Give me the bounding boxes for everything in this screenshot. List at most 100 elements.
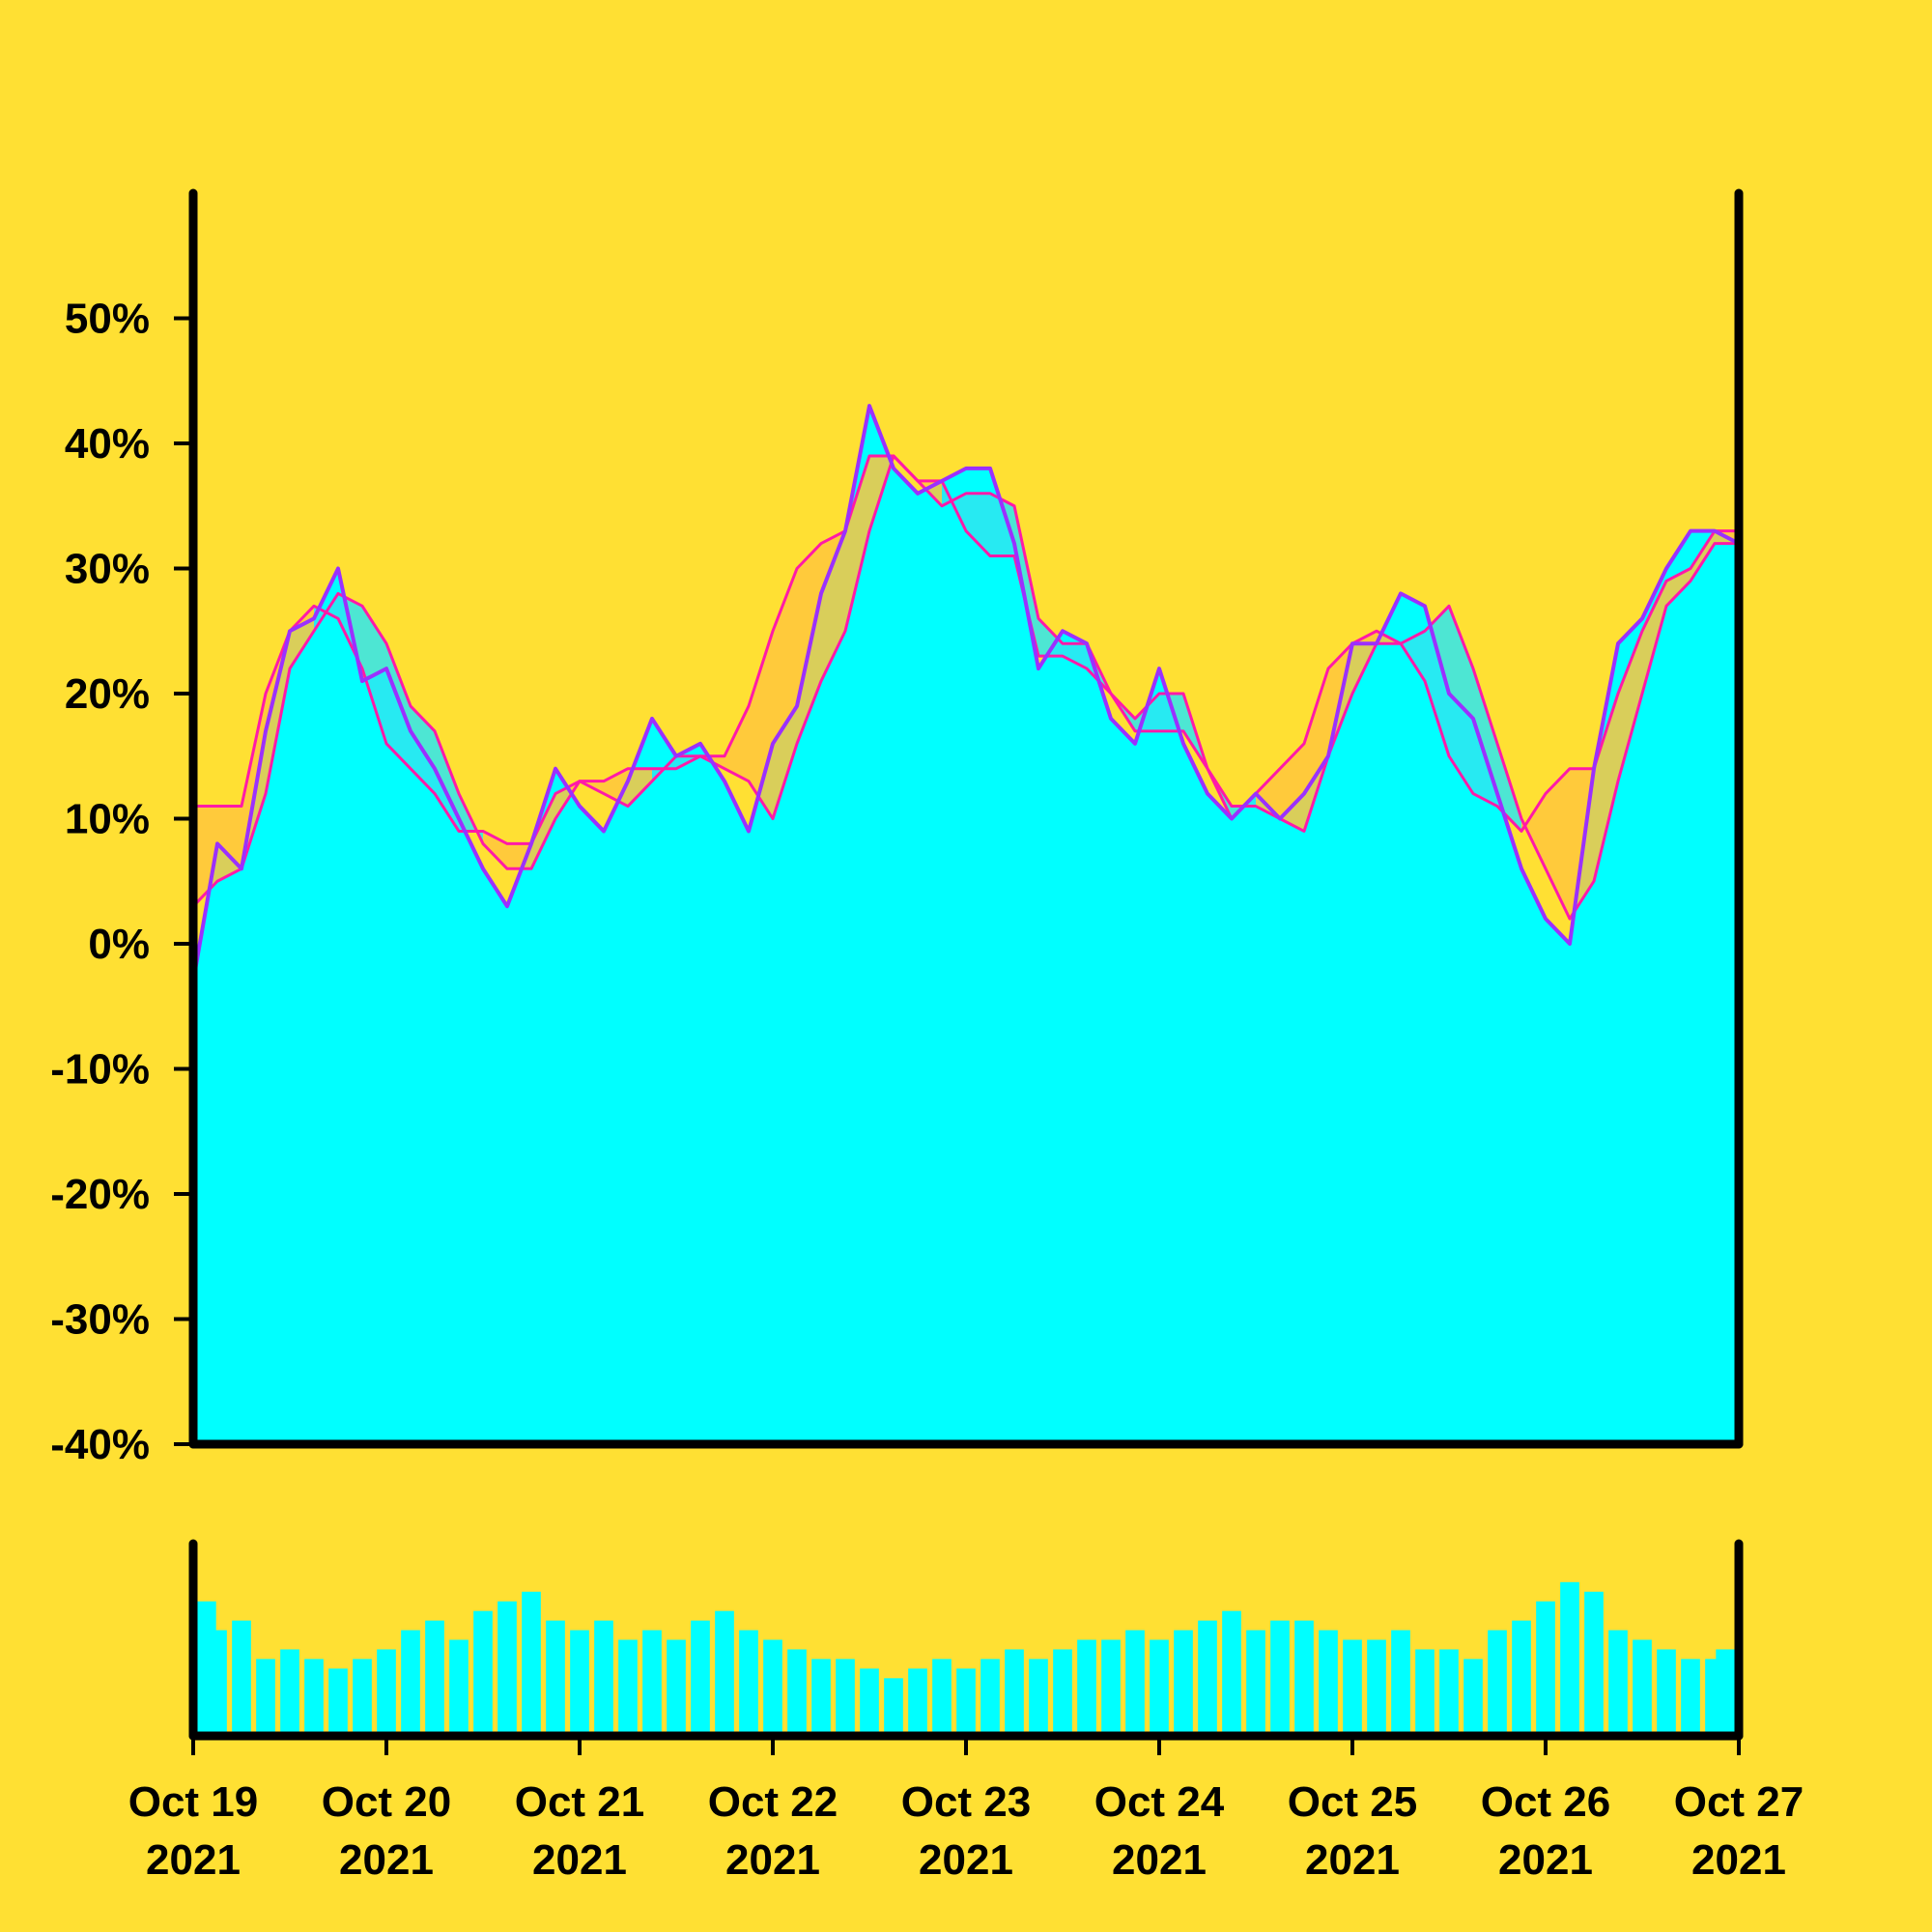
volume-bar [860, 1668, 879, 1736]
volume-bar [787, 1649, 807, 1736]
volume-bar [1101, 1639, 1121, 1736]
band-fill [1521, 793, 1546, 869]
volume-bar [522, 1591, 541, 1736]
price-line [191, 404, 1740, 982]
average-line [191, 454, 1739, 921]
x-tick-label-line: 2021 [339, 1836, 434, 1884]
y-tick-label: 30% [65, 546, 150, 593]
volume-bar [667, 1639, 686, 1736]
x-tick-label: Oct 20 2021 [322, 1778, 452, 1884]
band-fill [1618, 631, 1642, 781]
y-tick-label: 20% [65, 670, 150, 718]
y-tick-label: 0% [88, 921, 150, 968]
band-fill [483, 831, 507, 869]
x-tick-label: Oct 21 2021 [515, 1778, 645, 1884]
volume-bar [377, 1649, 396, 1736]
band-fill [1546, 768, 1570, 920]
band-fill [531, 793, 555, 869]
x-tick-label-line: Oct 21 [515, 1778, 645, 1826]
x-tick-label-line: Oct 23 [901, 1778, 1032, 1826]
y-tick-label: -20% [50, 1171, 150, 1218]
band-fill [990, 493, 1014, 556]
volume-bar [1343, 1639, 1362, 1736]
x-tick-label: Oct 24 2021 [1094, 1778, 1225, 1884]
volume-bar [1053, 1649, 1072, 1736]
x-tick-label: Oct 25 2021 [1288, 1778, 1418, 1884]
volume-bar [618, 1639, 638, 1736]
volume-bar [1077, 1639, 1096, 1736]
volume-bar [1716, 1649, 1735, 1736]
band-fill [1304, 668, 1328, 832]
x-tick-label: Oct 27 2021 [1674, 1778, 1804, 1884]
volume-bar [1319, 1630, 1338, 1736]
band-fill [1014, 505, 1038, 657]
x-tick-label-line: Oct 24 [1094, 1778, 1225, 1826]
x-tick-label-line: 2021 [725, 1836, 820, 1884]
volume-bar [1536, 1601, 1555, 1736]
x-tick-label-line: Oct 20 [322, 1778, 452, 1826]
band-fill [1425, 606, 1449, 756]
x-tick-label: Oct 19 2021 [128, 1778, 259, 1884]
volume-bar [980, 1659, 1000, 1736]
band-fill [1038, 618, 1063, 657]
volume-bar [715, 1610, 734, 1736]
volume-bar [1560, 1581, 1579, 1736]
band-fill [845, 455, 869, 632]
band-fill [821, 530, 845, 682]
average-line [193, 454, 1739, 845]
x-tick-label-line: 2021 [146, 1836, 241, 1884]
band-fill [1642, 581, 1666, 694]
volume-bar [1029, 1659, 1048, 1736]
x-tick-label-line: 2021 [1112, 1836, 1207, 1884]
x-tick-label: Oct 22 2021 [708, 1778, 838, 1884]
band-fill [1063, 643, 1087, 669]
volume-bar [1198, 1620, 1217, 1736]
x-tick-label: Oct 23 2021 [901, 1778, 1032, 1884]
band-fill [966, 493, 990, 556]
volume-bar [570, 1630, 589, 1736]
volume-bar [473, 1610, 493, 1736]
band-fill [773, 568, 797, 819]
x-tick-label-line: Oct 27 [1674, 1778, 1804, 1826]
volume-bar [1367, 1639, 1386, 1736]
volume-bar [1174, 1630, 1193, 1736]
volume-bar [1391, 1630, 1410, 1736]
x-tick-label-line: 2021 [532, 1836, 627, 1884]
volume-bar [739, 1630, 758, 1736]
volume-bar [546, 1620, 565, 1736]
x-tick-label-line: 2021 [919, 1836, 1013, 1884]
volume-bar [425, 1620, 444, 1736]
volume-bar [208, 1630, 227, 1736]
band-fill [1690, 530, 1715, 582]
volume-bar [328, 1668, 348, 1736]
volume-bar [1633, 1639, 1652, 1736]
y-tick-label: -30% [50, 1296, 150, 1344]
volume-bar [1005, 1649, 1024, 1736]
band-fill [1280, 743, 1304, 832]
x-tick-label-line: Oct 25 [1288, 1778, 1418, 1826]
x-tick-label-line: 2021 [1691, 1836, 1786, 1884]
volume-bar [811, 1659, 831, 1736]
volume-bar [232, 1620, 251, 1736]
volume-bar [594, 1620, 613, 1736]
volume-bar [1150, 1639, 1169, 1736]
volume-bar [1463, 1659, 1483, 1736]
volume-bar [763, 1639, 782, 1736]
volume-bar [449, 1639, 469, 1736]
volume-bar [1415, 1649, 1435, 1736]
x-tick-label-line: 2021 [1498, 1836, 1593, 1884]
volume-bar [497, 1601, 517, 1736]
volume-bar [401, 1630, 420, 1736]
volume-bar [1439, 1649, 1459, 1736]
volume-bar [353, 1659, 372, 1736]
band-fill [1256, 768, 1280, 819]
volume-bar [1488, 1630, 1507, 1736]
y-tick-label: 10% [65, 796, 150, 843]
volume-bar [256, 1659, 275, 1736]
volume-bar [691, 1620, 710, 1736]
y-tick-label: 40% [65, 420, 150, 468]
band-fill [266, 631, 290, 794]
x-tick-label-line: 2021 [1305, 1836, 1400, 1884]
x-tick-label: Oct 26 2021 [1481, 1778, 1611, 1884]
